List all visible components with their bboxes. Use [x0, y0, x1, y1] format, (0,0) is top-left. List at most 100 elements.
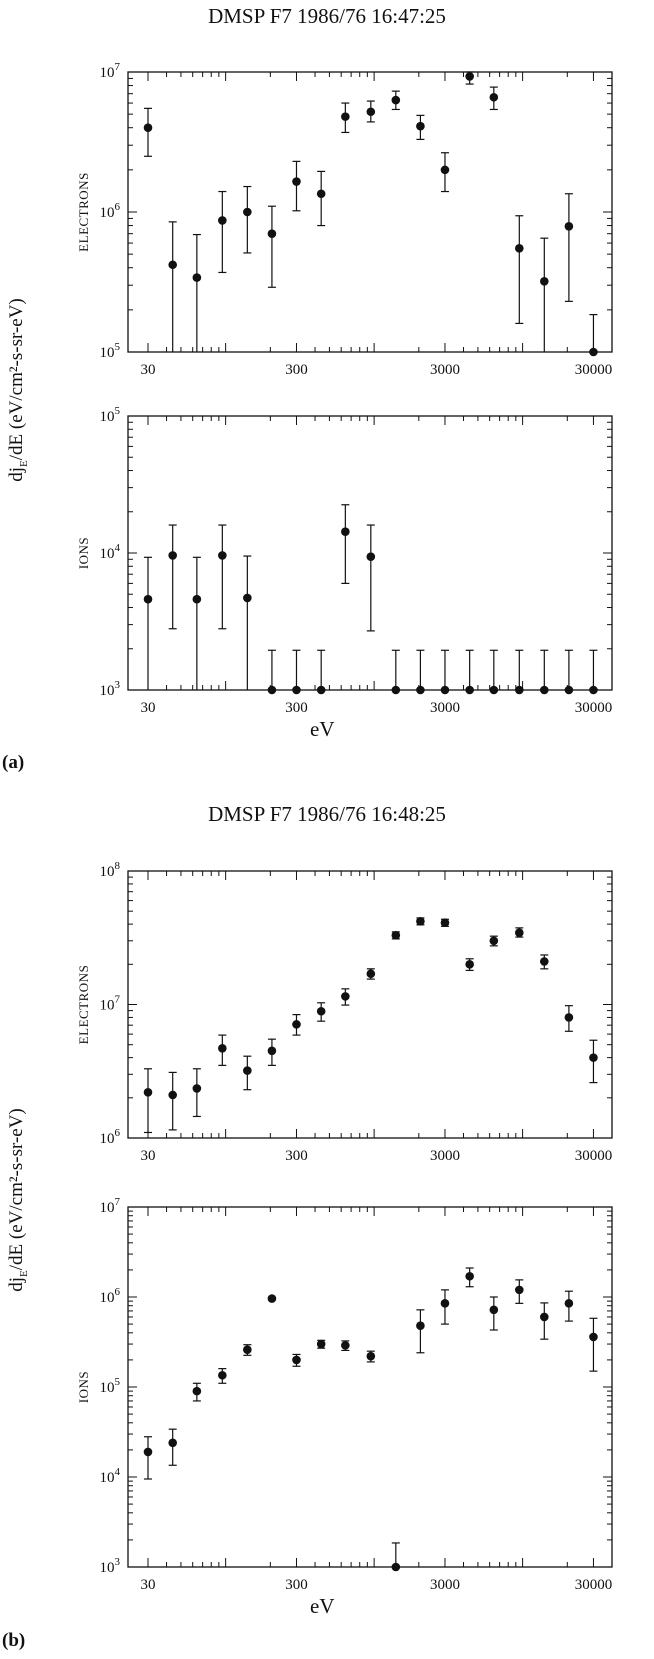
chart-a-electrons-data-point [416, 121, 425, 131]
chart-b-electrons-data-point [168, 1090, 177, 1100]
chart-a-electrons-data-point [391, 95, 401, 105]
chart-b-electrons-data-point [391, 930, 401, 940]
chart-a-ions-data-point [514, 685, 524, 695]
chart-b-ions-data-point [243, 1345, 252, 1354]
figure-a-title: DMSP F7 1986/76 16:47:25 [208, 4, 446, 28]
chart-b-electrons-data-point [514, 928, 524, 938]
chart-b-electrons-data-point [564, 1013, 574, 1022]
chart-a-electrons-y-tick-label: 105 [100, 341, 121, 361]
chart-b-ions-data-point [514, 1285, 524, 1295]
chart-b-ions-x-tick-label: 3000 [430, 1577, 460, 1593]
chart-b-ions-x-tick-label: 300 [285, 1577, 308, 1593]
chart-b-electrons-data-point [341, 992, 350, 1001]
chart-a-ions-data-point [416, 685, 425, 695]
chart-a-ions-data-point [440, 685, 450, 695]
chart-a-ions-data-point [218, 551, 227, 560]
chart-a-electrons-x-tick-label: 30000 [575, 362, 613, 378]
chart-a-electrons-data-point [540, 276, 549, 286]
chart-b-ions-x-tick-label: 30000 [575, 1577, 613, 1593]
chart-a-ions-data-point [465, 685, 474, 695]
chart-b-electrons-data-point [540, 957, 549, 966]
chart-a-ions-data-point [489, 685, 499, 695]
chart-a-electrons-data-point [218, 216, 227, 225]
chart-b-ions-y-tick-label: 103 [100, 1556, 121, 1576]
chart-a-ions-data-point [243, 593, 252, 603]
chart-b-ions-data-point [168, 1438, 177, 1448]
chart-a-electrons-data-point [514, 244, 524, 253]
chart-a-electrons-data-point [589, 347, 598, 357]
chart-a-ions-data-point [540, 685, 549, 695]
chart-b-ions-data-point [316, 1339, 326, 1349]
chart-b-ions-data-point [192, 1386, 202, 1396]
chart-b-electrons-y-tick-label: 107 [100, 994, 121, 1014]
chart-b-electrons-y-tick-label: 106 [100, 1127, 121, 1147]
chart-a-ions-data-point [192, 594, 202, 604]
chart-a-ions-x-tick-label: 3000 [430, 700, 460, 716]
chart-b-electrons-x-tick-label: 3000 [430, 1148, 460, 1164]
chart-b-electrons-data-point [465, 960, 474, 969]
chart-b-ions-data-point [218, 1370, 227, 1380]
chart-a-ions-data-point [391, 685, 401, 695]
chart-a-ions-data-point [564, 685, 574, 695]
chart-b-ions-data-point [267, 1294, 277, 1303]
chart-a-electrons-ylabel: ELECTRONS [76, 172, 91, 252]
xlabel-a: eV [310, 717, 335, 741]
chart-b-ions-data-point [489, 1305, 499, 1315]
chart-a-electrons-data-point [366, 107, 376, 117]
chart-b-ions-data-point [440, 1299, 450, 1308]
chart-a-electrons-data-point [143, 123, 153, 133]
chart-b-electrons-data-point [589, 1053, 598, 1062]
chart-a-electrons-data-point [192, 273, 202, 282]
chart-b-electrons-data-point [316, 1006, 326, 1016]
chart-b-ions-frame [127, 1206, 613, 1568]
panel-label-b: (b) [2, 1630, 26, 1651]
chart-b-ions-ylabel: IONS [76, 1371, 91, 1403]
chart-b-ions-data-point [391, 1562, 401, 1572]
chart-a-ions-data-point [292, 685, 301, 695]
chart-a-ions-data-point [341, 527, 350, 537]
chart-b-electrons-x-tick-label: 300 [285, 1148, 308, 1164]
chart-b-electrons-data-point [292, 1020, 301, 1029]
chart-b-electrons-data-point [218, 1043, 227, 1053]
chart-a-ions-x-tick-label: 30000 [575, 700, 613, 716]
chart-a-electrons-data-point [267, 229, 277, 238]
chart-a-ions-data-point [267, 685, 277, 695]
chart-b-electrons-data-point [440, 918, 450, 927]
chart-b-ions-y-tick-label: 106 [100, 1286, 121, 1306]
panel-label-a: (a) [2, 752, 25, 773]
chart-b-ions-data-point [416, 1321, 425, 1330]
chart-b-ions-data-point [292, 1355, 301, 1365]
chart-a-ions-data-point [589, 685, 598, 695]
chart-b-ions-y-tick-label: 105 [100, 1376, 121, 1396]
chart-b-electrons-data-point [366, 969, 376, 979]
chart-a-electrons-y-tick-label: 107 [100, 61, 121, 81]
chart-a-electrons-data-point [341, 112, 350, 121]
figure-b-title: DMSP F7 1986/76 16:48:25 [208, 802, 446, 826]
chart-a-ions-y-tick-label: 103 [100, 679, 121, 699]
chart-a-ions-ylabel: IONS [76, 537, 91, 569]
chart-b-electrons-data-point [143, 1087, 153, 1097]
chart-a-electrons-data-point [292, 177, 301, 186]
chart-a-ions-y-tick-label: 104 [100, 542, 121, 562]
chart-b-ions-y-tick-label: 104 [100, 1466, 121, 1486]
chart-b-electrons-frame [127, 870, 613, 1139]
chart-a-electrons-data-point [243, 207, 252, 217]
chart-b-electrons-data-point [416, 916, 425, 926]
chart-a-ions-data-point [143, 594, 153, 604]
chart-b-ions-data-point [540, 1312, 549, 1322]
chart-b-electrons-x-tick-label: 30 [141, 1148, 156, 1164]
chart-a-electrons-x-tick-label: 300 [285, 362, 308, 378]
chart-b-electrons-ylabel: ELECTRONS [76, 965, 91, 1045]
chart-b-electrons-data-point [243, 1066, 252, 1075]
chart-a-electrons-y-tick-label: 106 [100, 201, 121, 221]
chart-b-ions-x-tick-label: 30 [141, 1577, 156, 1593]
chart-a-electrons-data-point [316, 189, 326, 199]
chart-b-ions-y-tick-label: 107 [100, 1196, 121, 1216]
chart-a-electrons-data-point [564, 222, 574, 231]
chart-a-ions-x-tick-label: 30 [141, 700, 156, 716]
chart-a-ions-data-point [366, 552, 376, 561]
chart-a-electrons-data-point [168, 260, 177, 270]
chart-a-electrons-data-point [465, 72, 474, 81]
chart-b-electrons-y-tick-label: 108 [100, 860, 121, 880]
chart-a-electrons-x-tick-label: 30 [141, 362, 156, 378]
